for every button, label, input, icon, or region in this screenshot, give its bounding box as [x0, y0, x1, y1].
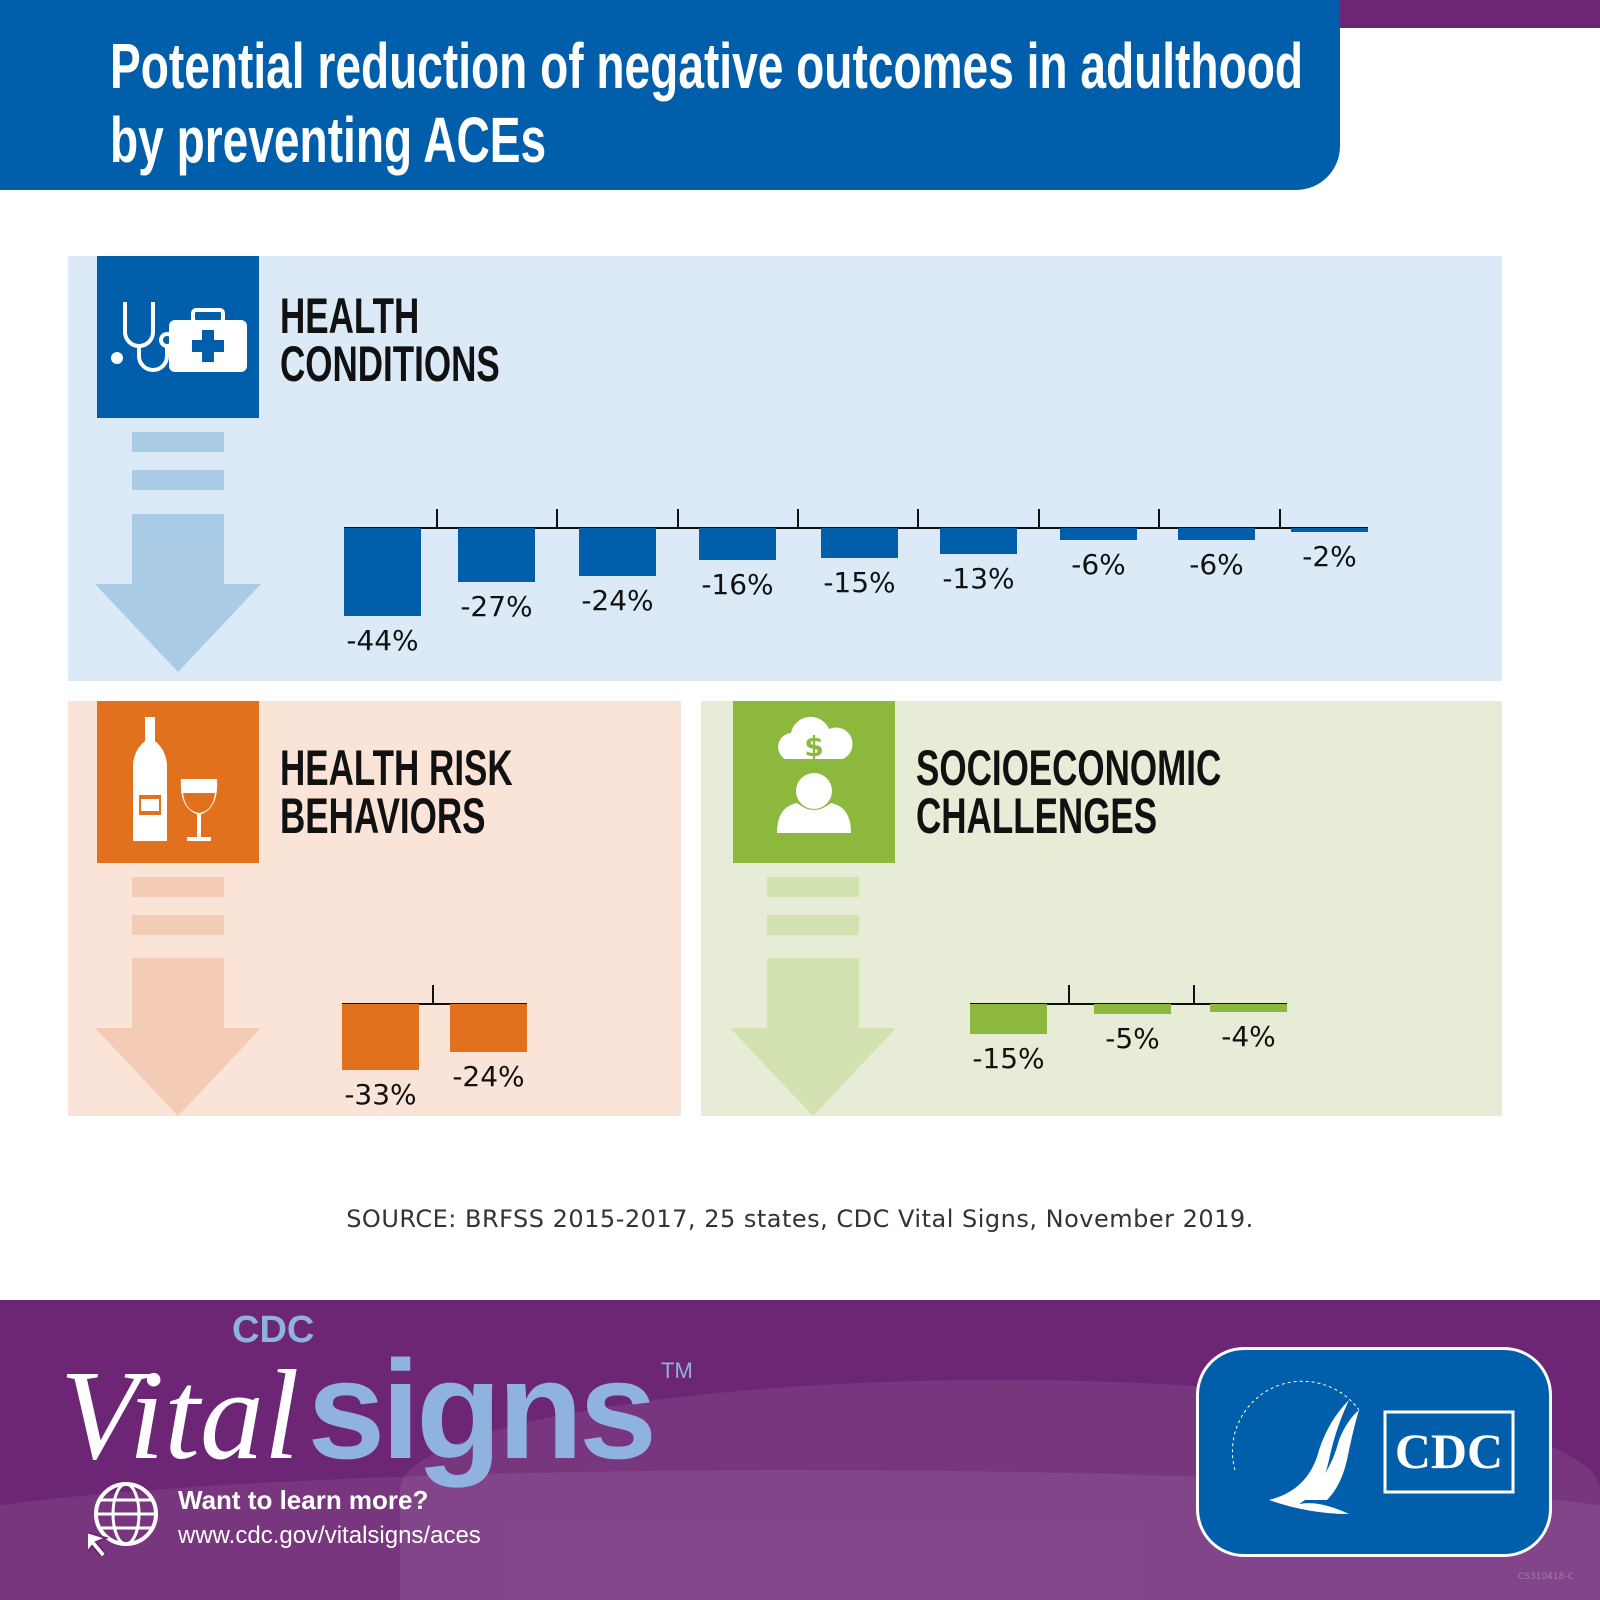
value-label: -2%: [1302, 540, 1357, 573]
bar-8: [1291, 528, 1368, 532]
trademark: TM: [661, 1358, 693, 1383]
risk-title-1: HEALTH RISK: [280, 740, 513, 796]
vitalsigns-logo-cdc: CDC: [232, 1309, 315, 1351]
value-label: -15%: [972, 1042, 1045, 1075]
down-arrow-icon: [132, 958, 224, 1028]
health-conditions-panel: [68, 256, 1502, 681]
value-label: -15%: [823, 566, 896, 599]
risk-title-2: BEHAVIORS: [280, 788, 486, 844]
hhs-cdc-logo: CDC: [1196, 1347, 1552, 1557]
bar-2: [1210, 1004, 1287, 1012]
value-label: -4%: [1221, 1020, 1276, 1053]
health-title-2: CONDITIONS: [280, 336, 500, 392]
header-banner: [0, 0, 1340, 190]
down-arrow-head: [95, 584, 261, 672]
cdc-logo-text: CDC: [1395, 1423, 1503, 1479]
document-code: CS310418-C: [1518, 1572, 1574, 1582]
stethoscope-medical-kit-icon: [97, 256, 259, 418]
axis-tick: [1158, 509, 1160, 529]
axis-tick: [1038, 509, 1040, 529]
bar-5: [940, 528, 1017, 554]
value-label: -6%: [1189, 548, 1244, 581]
source-note: SOURCE: BRFSS 2015-2017, 25 states, CDC …: [346, 1205, 1254, 1233]
page-title-line2: by preventing ACEs: [110, 104, 547, 176]
bar-0: [342, 1004, 419, 1070]
value-label: -44%: [346, 624, 419, 657]
bar-1: [450, 1004, 527, 1052]
axis-tick: [432, 985, 434, 1005]
down-arrow-icon: [767, 958, 859, 1028]
axis-tick: [1193, 985, 1195, 1005]
vitalsigns-logo-vital: Vital: [60, 1344, 300, 1486]
axis-tick: [1279, 509, 1281, 529]
arrow-dash: [132, 432, 224, 452]
bar-2: [579, 528, 656, 576]
bar-6: [1060, 528, 1137, 540]
value-label: -24%: [581, 584, 654, 617]
axis-tick: [797, 509, 799, 529]
value-label: -33%: [344, 1078, 417, 1111]
axis-tick: [917, 509, 919, 529]
axis-tick: [1068, 985, 1070, 1005]
wine-bottle-glass-icon: [97, 701, 259, 863]
health-title-1: HEALTH: [280, 288, 420, 344]
value-label: -16%: [701, 568, 774, 601]
page-title-line1: Potential reduction of negative outcomes…: [110, 30, 1304, 102]
svg-text:$: $: [804, 730, 823, 763]
top-strip: [1340, 0, 1600, 28]
socio-title-2: CHALLENGES: [916, 788, 1158, 844]
value-label: -24%: [452, 1060, 525, 1093]
arrow-dash: [132, 915, 224, 935]
bar-0: [344, 528, 421, 616]
bar-4: [821, 528, 898, 558]
down-arrow-icon: [132, 514, 224, 584]
person-money-thought-icon: $: [733, 701, 895, 863]
vitalsigns-logo-signs: signs: [307, 1331, 657, 1488]
vitalsigns-logo: Vital signs TM: [60, 1331, 693, 1488]
axis-line: [342, 1003, 527, 1005]
axis-tick: [436, 509, 438, 529]
learn-more-link[interactable]: www.cdc.gov/vitalsigns/aces: [178, 1522, 481, 1549]
value-label: -27%: [460, 590, 533, 623]
bar-1: [458, 528, 535, 582]
arrow-dash: [132, 877, 224, 897]
value-label: -5%: [1105, 1022, 1160, 1055]
down-arrow-head: [730, 1028, 896, 1116]
arrow-dash: [767, 915, 859, 935]
bar-3: [699, 528, 776, 560]
footer: CDC Vital signs TM Want to learn more? w…: [0, 1300, 1600, 1600]
arrow-dash: [132, 470, 224, 490]
arrow-dash: [767, 877, 859, 897]
bar-0: [970, 1004, 1047, 1034]
down-arrow-head: [95, 1028, 261, 1116]
value-label: -6%: [1071, 548, 1126, 581]
axis-tick: [677, 509, 679, 529]
globe-cursor-icon[interactable]: [78, 1480, 164, 1560]
bar-1: [1094, 1004, 1171, 1014]
socio-title-1: SOCIOECONOMIC: [916, 740, 1222, 796]
bar-7: [1178, 528, 1255, 540]
axis-tick: [556, 509, 558, 529]
learn-more-text: Want to learn more?: [178, 1485, 429, 1515]
value-label: -13%: [942, 562, 1015, 595]
